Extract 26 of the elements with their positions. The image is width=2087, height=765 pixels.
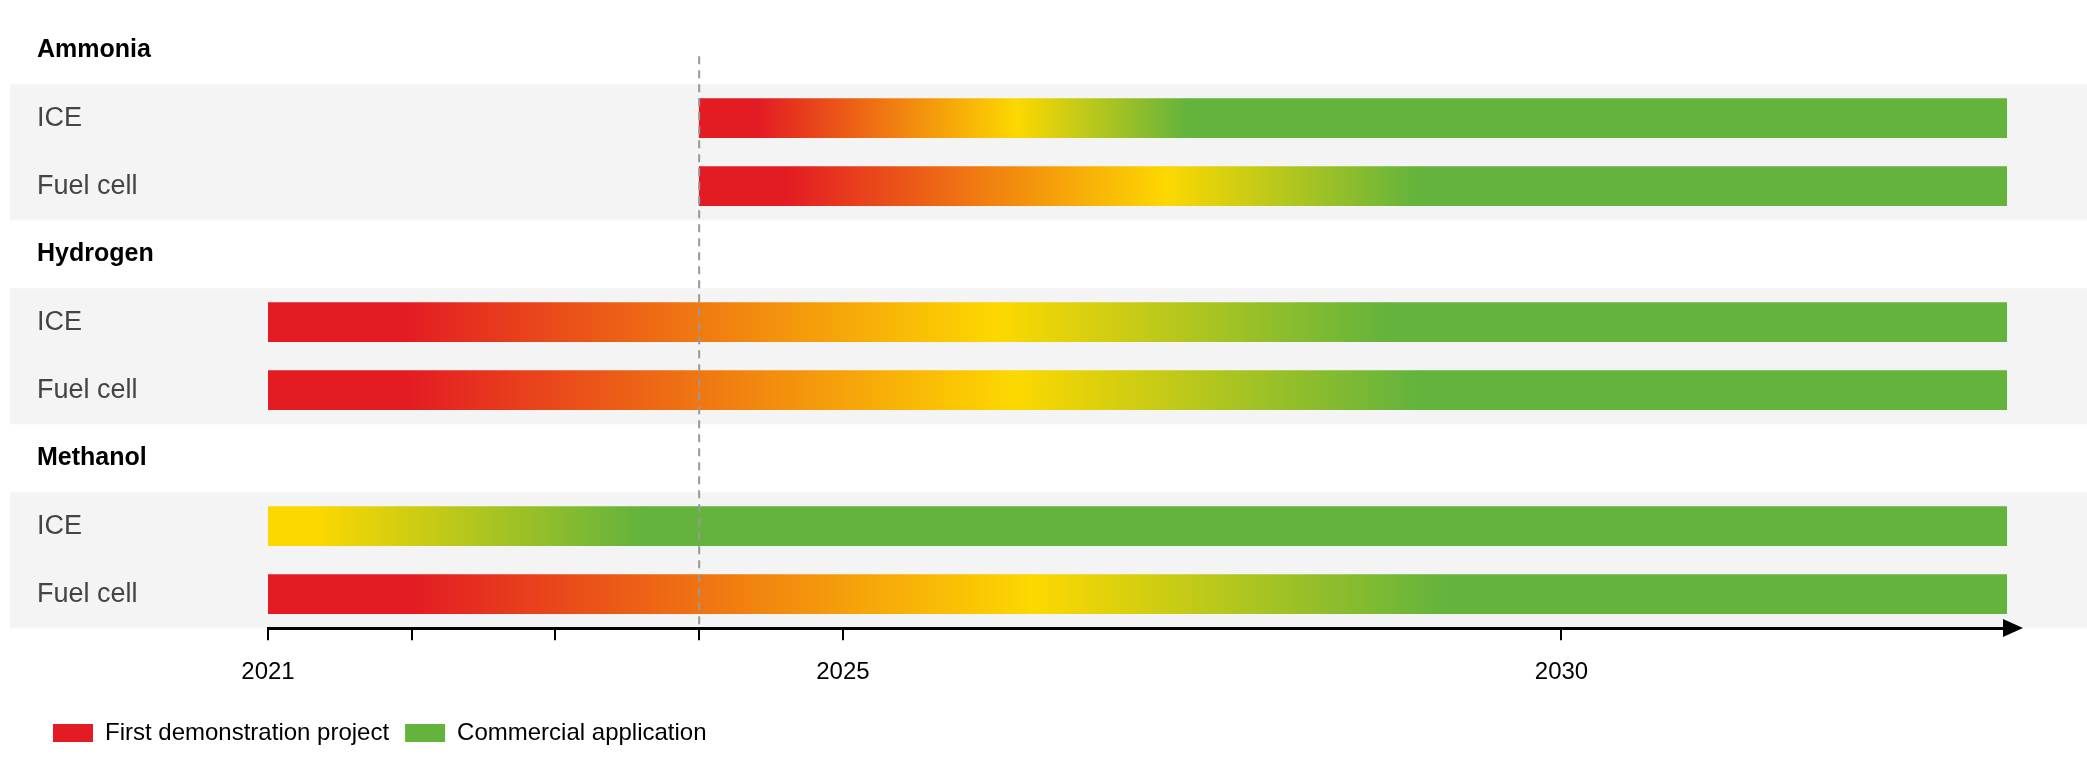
y-tick-label: Ammonia — [37, 34, 152, 63]
bar — [641, 506, 2007, 547]
y-tick-label: Fuel cell — [37, 169, 138, 200]
bar — [268, 574, 1447, 615]
y-tick-label: Methanol — [37, 442, 147, 471]
legend-label: First demonstration project — [105, 717, 390, 745]
y-tick-label: Fuel cell — [37, 577, 138, 608]
bar — [1187, 98, 2007, 139]
bar — [268, 302, 1390, 343]
y-tick-label: ICE — [37, 509, 83, 540]
y-tick-label: Hydrogen — [37, 238, 154, 267]
x-tick-label: 2021 — [241, 657, 295, 685]
y-tick-label: ICE — [37, 305, 83, 336]
bar — [698, 98, 1189, 139]
bar — [268, 506, 642, 547]
bar — [698, 166, 1419, 207]
bar — [1388, 302, 2007, 343]
bar — [1417, 166, 2007, 207]
legend-label: Commercial application — [457, 717, 707, 745]
y-tick-label: ICE — [37, 101, 83, 132]
bar — [268, 370, 1419, 411]
bar — [1446, 574, 2007, 615]
y-tick-label: Fuel cell — [37, 373, 138, 404]
x-tick-label: 2025 — [816, 657, 870, 685]
bar — [1417, 370, 2007, 411]
x-tick-label: 2030 — [1534, 657, 1589, 685]
